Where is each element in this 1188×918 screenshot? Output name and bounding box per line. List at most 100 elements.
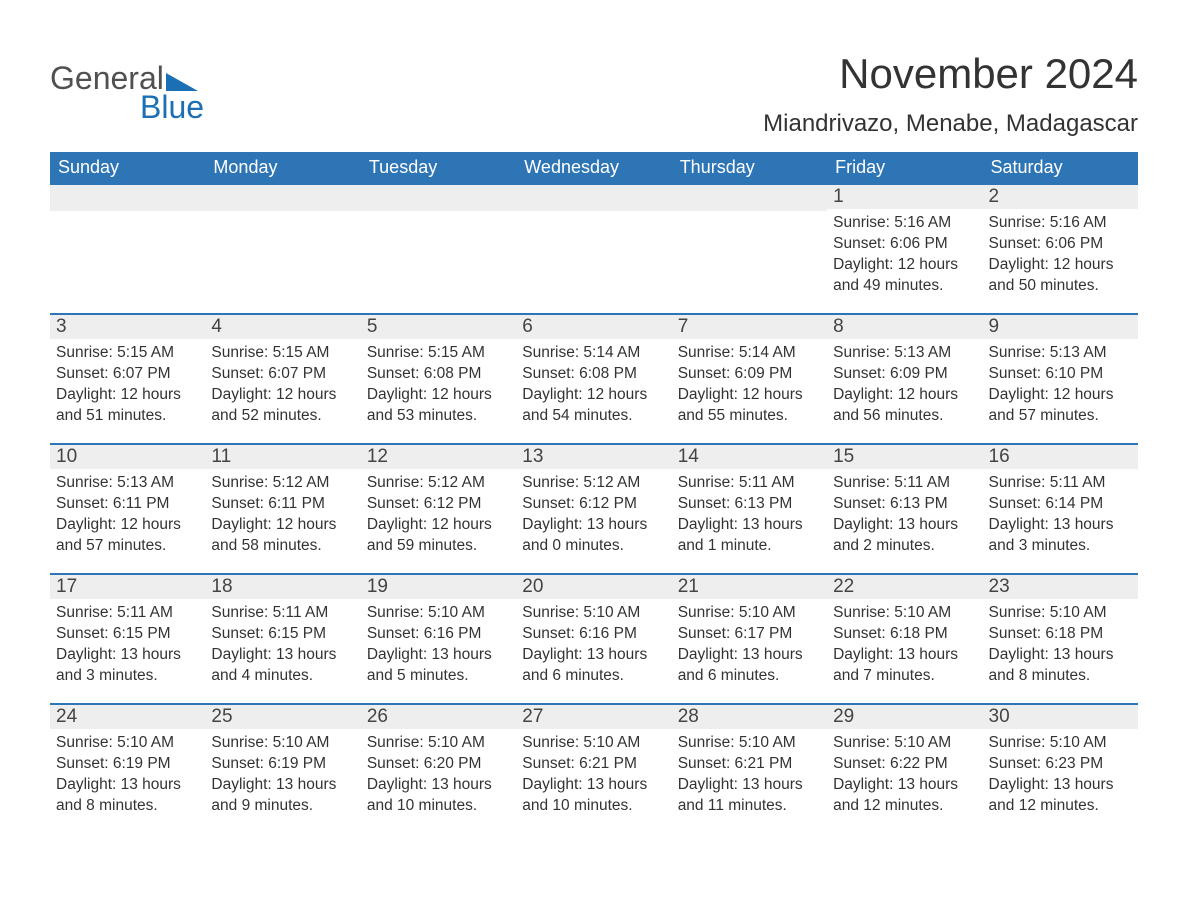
sunrise-text: Sunrise: 5:14 AM — [522, 343, 665, 364]
sunrise-text: Sunrise: 5:10 AM — [522, 603, 665, 624]
day-content: Sunrise: 5:10 AMSunset: 6:19 PMDaylight:… — [50, 729, 205, 817]
sunset-text: Sunset: 6:09 PM — [678, 364, 821, 385]
weekday-header: Wednesday — [516, 152, 671, 183]
daylight-text: Daylight: 13 hours and 0 minutes. — [522, 515, 665, 557]
sunset-text: Sunset: 6:20 PM — [367, 754, 510, 775]
sunrise-text: Sunrise: 5:15 AM — [211, 343, 354, 364]
day-number: 5 — [361, 315, 516, 339]
sunrise-text: Sunrise: 5:11 AM — [678, 473, 821, 494]
day-number: 28 — [672, 705, 827, 729]
day-number: 13 — [516, 445, 671, 469]
daylight-text: Daylight: 12 hours and 49 minutes. — [833, 255, 976, 297]
day-content: Sunrise: 5:10 AMSunset: 6:18 PMDaylight:… — [983, 599, 1138, 687]
sunset-text: Sunset: 6:12 PM — [367, 494, 510, 515]
sunrise-text: Sunrise: 5:14 AM — [678, 343, 821, 364]
sunset-text: Sunset: 6:11 PM — [211, 494, 354, 515]
day-cell: 16Sunrise: 5:11 AMSunset: 6:14 PMDayligh… — [983, 445, 1138, 573]
weeks-container: 1Sunrise: 5:16 AMSunset: 6:06 PMDaylight… — [50, 183, 1138, 833]
day-cell — [205, 185, 360, 313]
title-block: November 2024 Miandrivazo, Menabe, Madag… — [763, 30, 1138, 138]
sunset-text: Sunset: 6:06 PM — [989, 234, 1132, 255]
day-content: Sunrise: 5:10 AMSunset: 6:19 PMDaylight:… — [205, 729, 360, 817]
day-content: Sunrise: 5:10 AMSunset: 6:21 PMDaylight:… — [516, 729, 671, 817]
sunrise-text: Sunrise: 5:15 AM — [56, 343, 199, 364]
week-row: 17Sunrise: 5:11 AMSunset: 6:15 PMDayligh… — [50, 573, 1138, 703]
day-content: Sunrise: 5:13 AMSunset: 6:10 PMDaylight:… — [983, 339, 1138, 427]
day-content: Sunrise: 5:13 AMSunset: 6:09 PMDaylight:… — [827, 339, 982, 427]
sunrise-text: Sunrise: 5:10 AM — [211, 733, 354, 754]
daylight-text: Daylight: 13 hours and 7 minutes. — [833, 645, 976, 687]
day-number: 27 — [516, 705, 671, 729]
day-cell: 22Sunrise: 5:10 AMSunset: 6:18 PMDayligh… — [827, 575, 982, 703]
day-number: 23 — [983, 575, 1138, 599]
day-number: 11 — [205, 445, 360, 469]
sunrise-text: Sunrise: 5:13 AM — [989, 343, 1132, 364]
daylight-text: Daylight: 13 hours and 8 minutes. — [989, 645, 1132, 687]
daylight-text: Daylight: 13 hours and 11 minutes. — [678, 775, 821, 817]
day-cell: 9Sunrise: 5:13 AMSunset: 6:10 PMDaylight… — [983, 315, 1138, 443]
day-cell: 29Sunrise: 5:10 AMSunset: 6:22 PMDayligh… — [827, 705, 982, 833]
sunrise-text: Sunrise: 5:10 AM — [678, 603, 821, 624]
sunset-text: Sunset: 6:23 PM — [989, 754, 1132, 775]
day-cell: 27Sunrise: 5:10 AMSunset: 6:21 PMDayligh… — [516, 705, 671, 833]
sunrise-text: Sunrise: 5:12 AM — [367, 473, 510, 494]
weekday-header: Saturday — [983, 152, 1138, 183]
day-content: Sunrise: 5:11 AMSunset: 6:13 PMDaylight:… — [827, 469, 982, 557]
daylight-text: Daylight: 12 hours and 56 minutes. — [833, 385, 976, 427]
week-row: 10Sunrise: 5:13 AMSunset: 6:11 PMDayligh… — [50, 443, 1138, 573]
day-cell: 12Sunrise: 5:12 AMSunset: 6:12 PMDayligh… — [361, 445, 516, 573]
daylight-text: Daylight: 13 hours and 6 minutes. — [678, 645, 821, 687]
daylight-text: Daylight: 13 hours and 4 minutes. — [211, 645, 354, 687]
sunset-text: Sunset: 6:22 PM — [833, 754, 976, 775]
daylight-text: Daylight: 12 hours and 51 minutes. — [56, 385, 199, 427]
location-subtitle: Miandrivazo, Menabe, Madagascar — [763, 110, 1138, 138]
day-content: Sunrise: 5:10 AMSunset: 6:22 PMDaylight:… — [827, 729, 982, 817]
sunset-text: Sunset: 6:16 PM — [367, 624, 510, 645]
sunrise-text: Sunrise: 5:13 AM — [56, 473, 199, 494]
sunrise-text: Sunrise: 5:10 AM — [678, 733, 821, 754]
sunset-text: Sunset: 6:13 PM — [678, 494, 821, 515]
day-cell: 28Sunrise: 5:10 AMSunset: 6:21 PMDayligh… — [672, 705, 827, 833]
empty-day-bar — [205, 185, 360, 211]
day-cell: 2Sunrise: 5:16 AMSunset: 6:06 PMDaylight… — [983, 185, 1138, 313]
sunrise-text: Sunrise: 5:16 AM — [989, 213, 1132, 234]
daylight-text: Daylight: 13 hours and 5 minutes. — [367, 645, 510, 687]
logo-blue-text: Blue — [140, 89, 204, 126]
day-number: 15 — [827, 445, 982, 469]
daylight-text: Daylight: 13 hours and 6 minutes. — [522, 645, 665, 687]
sunset-text: Sunset: 6:18 PM — [833, 624, 976, 645]
day-number: 20 — [516, 575, 671, 599]
sunrise-text: Sunrise: 5:12 AM — [522, 473, 665, 494]
day-cell: 26Sunrise: 5:10 AMSunset: 6:20 PMDayligh… — [361, 705, 516, 833]
sunset-text: Sunset: 6:18 PM — [989, 624, 1132, 645]
day-content: Sunrise: 5:14 AMSunset: 6:09 PMDaylight:… — [672, 339, 827, 427]
week-row: 3Sunrise: 5:15 AMSunset: 6:07 PMDaylight… — [50, 313, 1138, 443]
day-number: 9 — [983, 315, 1138, 339]
brand-logo: General Blue — [50, 30, 204, 126]
sunset-text: Sunset: 6:15 PM — [211, 624, 354, 645]
sunset-text: Sunset: 6:08 PM — [367, 364, 510, 385]
sunset-text: Sunset: 6:14 PM — [989, 494, 1132, 515]
daylight-text: Daylight: 12 hours and 52 minutes. — [211, 385, 354, 427]
sunrise-text: Sunrise: 5:11 AM — [833, 473, 976, 494]
day-cell: 30Sunrise: 5:10 AMSunset: 6:23 PMDayligh… — [983, 705, 1138, 833]
sunrise-text: Sunrise: 5:10 AM — [367, 733, 510, 754]
weekday-header: Thursday — [672, 152, 827, 183]
day-cell: 6Sunrise: 5:14 AMSunset: 6:08 PMDaylight… — [516, 315, 671, 443]
day-cell — [516, 185, 671, 313]
empty-day-bar — [50, 185, 205, 211]
day-number: 24 — [50, 705, 205, 729]
day-cell: 13Sunrise: 5:12 AMSunset: 6:12 PMDayligh… — [516, 445, 671, 573]
day-content: Sunrise: 5:16 AMSunset: 6:06 PMDaylight:… — [827, 209, 982, 297]
day-cell: 15Sunrise: 5:11 AMSunset: 6:13 PMDayligh… — [827, 445, 982, 573]
sunset-text: Sunset: 6:17 PM — [678, 624, 821, 645]
day-number: 22 — [827, 575, 982, 599]
day-number: 8 — [827, 315, 982, 339]
day-content: Sunrise: 5:10 AMSunset: 6:16 PMDaylight:… — [516, 599, 671, 687]
day-number: 3 — [50, 315, 205, 339]
daylight-text: Daylight: 13 hours and 12 minutes. — [833, 775, 976, 817]
daylight-text: Daylight: 12 hours and 50 minutes. — [989, 255, 1132, 297]
daylight-text: Daylight: 13 hours and 8 minutes. — [56, 775, 199, 817]
sunrise-text: Sunrise: 5:10 AM — [367, 603, 510, 624]
day-cell: 17Sunrise: 5:11 AMSunset: 6:15 PMDayligh… — [50, 575, 205, 703]
